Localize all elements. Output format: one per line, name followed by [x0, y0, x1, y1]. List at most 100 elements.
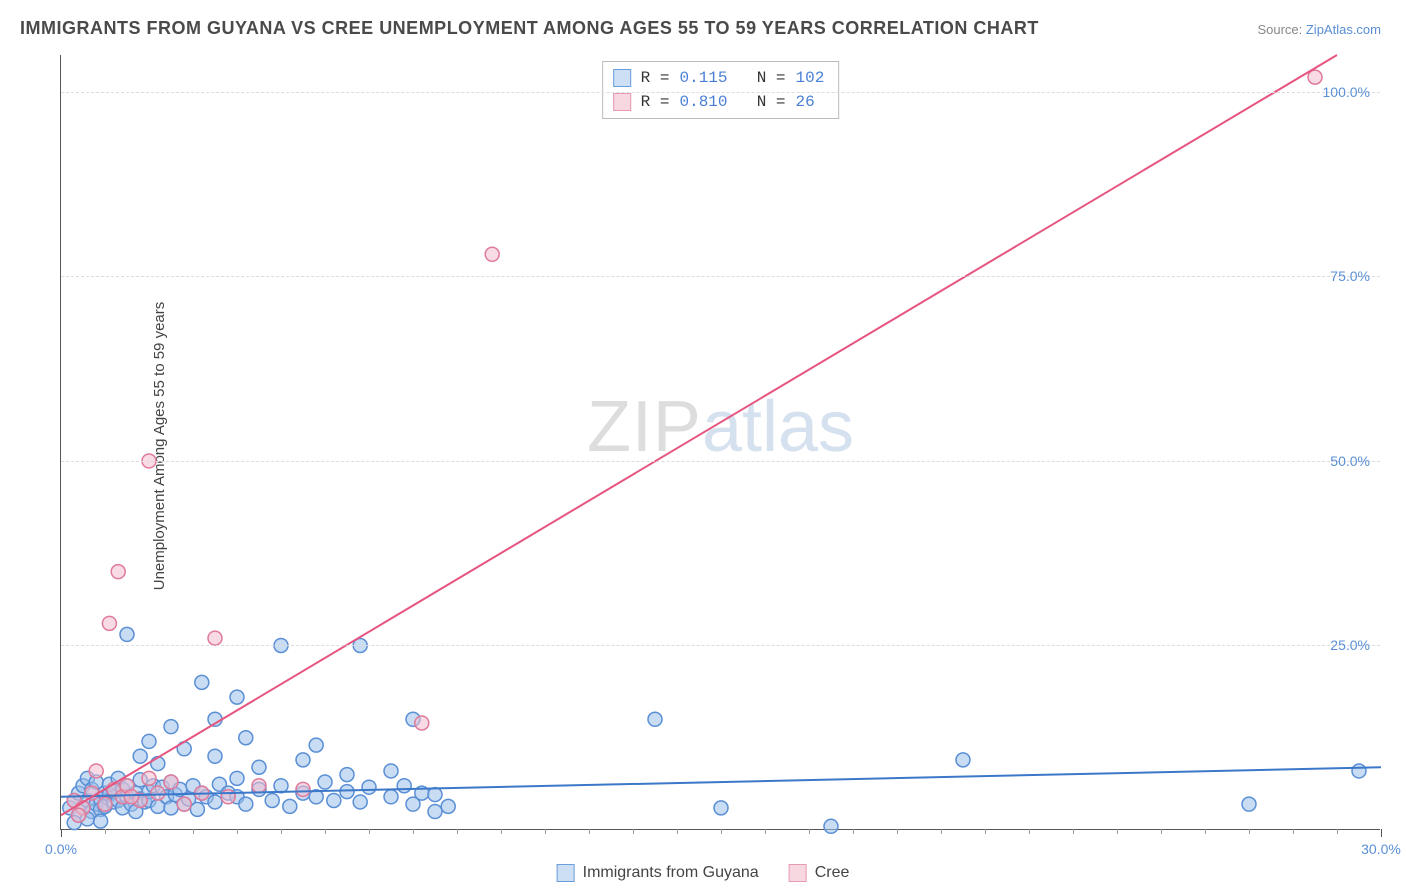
x-tick-major — [61, 829, 62, 837]
x-tick-minor — [281, 829, 282, 834]
y-tick-label: 100.0% — [1323, 84, 1370, 100]
x-tick-minor — [237, 829, 238, 834]
y-tick-label: 75.0% — [1330, 268, 1370, 284]
data-point — [274, 779, 288, 793]
x-tick-minor — [413, 829, 414, 834]
x-tick-minor — [325, 829, 326, 834]
gridline-h — [61, 461, 1380, 462]
legend-item: Cree — [789, 864, 850, 882]
x-tick-minor — [897, 829, 898, 834]
data-point — [296, 782, 310, 796]
data-point — [265, 793, 279, 807]
gridline-h — [61, 276, 1380, 277]
data-point — [296, 753, 310, 767]
data-point — [415, 716, 429, 730]
x-tick-minor — [1205, 829, 1206, 834]
gridline-h — [61, 645, 1380, 646]
data-point — [142, 734, 156, 748]
data-point — [714, 801, 728, 815]
data-point — [230, 690, 244, 704]
data-point — [164, 720, 178, 734]
chart-title: IMMIGRANTS FROM GUYANA VS CREE UNEMPLOYM… — [20, 18, 1039, 39]
x-tick-minor — [1293, 829, 1294, 834]
gridline-h — [61, 92, 1380, 93]
data-point — [208, 631, 222, 645]
data-point — [190, 802, 204, 816]
y-tick-label: 25.0% — [1330, 637, 1370, 653]
x-tick-minor — [1073, 829, 1074, 834]
regression-line — [61, 55, 1337, 815]
source-attribution: Source: ZipAtlas.com — [1257, 22, 1381, 37]
data-point — [428, 805, 442, 819]
x-tick-minor — [105, 829, 106, 834]
data-point — [124, 790, 138, 804]
legend-label: Immigrants from Guyana — [583, 864, 759, 882]
x-tick-minor — [765, 829, 766, 834]
data-point — [164, 775, 178, 789]
data-point — [397, 779, 411, 793]
data-point — [1308, 70, 1322, 84]
data-point — [195, 675, 209, 689]
data-point — [94, 814, 108, 828]
data-point — [353, 795, 367, 809]
data-point — [428, 788, 442, 802]
data-point — [824, 819, 838, 833]
data-point — [318, 775, 332, 789]
x-tick-minor — [985, 829, 986, 834]
data-point — [441, 799, 455, 813]
x-tick-minor — [369, 829, 370, 834]
legend-label: Cree — [815, 864, 850, 882]
x-tick-minor — [1249, 829, 1250, 834]
data-point — [252, 760, 266, 774]
data-point — [384, 764, 398, 778]
source-value: ZipAtlas.com — [1306, 22, 1381, 37]
data-point — [1352, 764, 1366, 778]
x-tick-minor — [545, 829, 546, 834]
x-tick-minor — [721, 829, 722, 834]
x-tick-minor — [809, 829, 810, 834]
data-point — [239, 731, 253, 745]
data-point — [239, 797, 253, 811]
data-point — [230, 771, 244, 785]
x-tick-minor — [193, 829, 194, 834]
x-tick-label: 30.0% — [1361, 841, 1401, 857]
data-point — [252, 779, 266, 793]
data-point — [208, 795, 222, 809]
x-tick-minor — [677, 829, 678, 834]
plot-area: ZIPatlas R =0.115 N =102R =0.810 N = 26 … — [60, 55, 1380, 830]
legend-item: Immigrants from Guyana — [557, 864, 759, 882]
data-point — [177, 797, 191, 811]
x-tick-minor — [149, 829, 150, 834]
data-point — [956, 753, 970, 767]
source-label: Source: — [1257, 22, 1305, 37]
data-point — [151, 786, 165, 800]
x-tick-label: 0.0% — [45, 841, 77, 857]
x-tick-minor — [941, 829, 942, 834]
data-point — [120, 627, 134, 641]
data-point — [340, 785, 354, 799]
x-tick-minor — [1117, 829, 1118, 834]
x-tick-minor — [501, 829, 502, 834]
x-tick-minor — [457, 829, 458, 834]
x-tick-minor — [1029, 829, 1030, 834]
data-point — [283, 799, 297, 813]
data-point — [72, 808, 86, 822]
legend-swatch — [557, 864, 575, 882]
data-point — [98, 797, 112, 811]
series-legend: Immigrants from Guyana Cree — [557, 864, 850, 882]
data-point — [133, 749, 147, 763]
data-point — [102, 616, 116, 630]
x-tick-minor — [1337, 829, 1338, 834]
data-point — [362, 780, 376, 794]
data-point — [221, 790, 235, 804]
y-tick-label: 50.0% — [1330, 453, 1370, 469]
x-tick-minor — [1161, 829, 1162, 834]
data-point — [340, 768, 354, 782]
data-point — [648, 712, 662, 726]
data-point — [164, 801, 178, 815]
data-point — [327, 793, 341, 807]
chart-container: IMMIGRANTS FROM GUYANA VS CREE UNEMPLOYM… — [0, 0, 1406, 892]
x-tick-minor — [633, 829, 634, 834]
data-point — [485, 247, 499, 261]
data-point — [111, 565, 125, 579]
